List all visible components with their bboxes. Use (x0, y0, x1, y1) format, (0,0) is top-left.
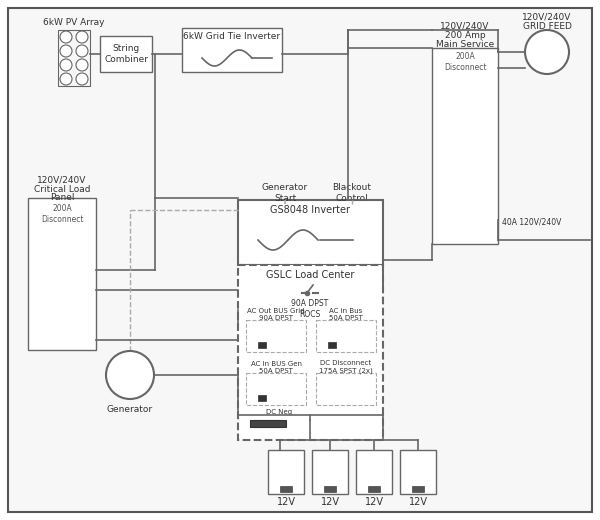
Text: Blackout
Control: Blackout Control (332, 184, 371, 203)
Bar (316, 373, 376, 405)
Bar (258, 395, 266, 401)
Bar (400, 450, 436, 494)
Text: String
Combiner: String Combiner (104, 44, 148, 64)
Text: AC Out BUS Grid
90A DPST: AC Out BUS Grid 90A DPST (247, 307, 305, 320)
Bar (246, 373, 306, 405)
Circle shape (60, 31, 72, 43)
Bar (100, 36, 152, 72)
Bar (238, 200, 383, 265)
Text: 200A
Disconnect: 200A Disconnect (444, 53, 486, 72)
Bar (268, 450, 304, 494)
Text: Critical Load: Critical Load (34, 185, 90, 193)
Bar (316, 320, 376, 352)
Text: GS8048 Inverter: GS8048 Inverter (270, 205, 350, 215)
Circle shape (76, 31, 88, 43)
Text: 120V/240V: 120V/240V (440, 21, 490, 31)
Circle shape (60, 45, 72, 57)
Text: 40A 120V/240V: 40A 120V/240V (502, 217, 562, 227)
Bar (238, 265, 383, 440)
Text: M: M (540, 43, 554, 61)
Text: 6kW PV Array: 6kW PV Array (43, 18, 105, 27)
Bar (246, 320, 306, 352)
Circle shape (76, 59, 88, 71)
Bar (356, 450, 392, 494)
Bar (312, 450, 348, 494)
Circle shape (106, 351, 154, 399)
Text: AC In BUS Gen
50A DPST: AC In BUS Gen 50A DPST (251, 360, 302, 373)
Text: AC in Bus
50A DPST: AC in Bus 50A DPST (329, 307, 363, 320)
Text: Generator
Start: Generator Start (262, 184, 308, 203)
Text: GRID FEED: GRID FEED (523, 21, 571, 31)
Text: Main Service: Main Service (436, 40, 494, 48)
Text: 12V: 12V (320, 497, 340, 507)
Text: 6kW Grid Tie Inverter: 6kW Grid Tie Inverter (184, 32, 281, 41)
Text: DC Disconnect
175A SPST (2x): DC Disconnect 175A SPST (2x) (319, 360, 373, 374)
Bar (28, 198, 96, 350)
Circle shape (60, 73, 72, 85)
Text: GSLC Load Center: GSLC Load Center (266, 270, 354, 280)
Bar (324, 486, 336, 492)
Text: 12V: 12V (409, 497, 428, 507)
Text: 120V/240V: 120V/240V (37, 176, 86, 185)
Bar (258, 342, 266, 348)
Text: G: G (124, 366, 136, 384)
Bar (250, 420, 286, 427)
Text: 12V: 12V (365, 497, 383, 507)
Text: Panel: Panel (50, 192, 74, 202)
Text: 90A DPST
ROCS: 90A DPST ROCS (292, 300, 329, 319)
Bar (182, 28, 282, 72)
Text: Generator: Generator (107, 405, 153, 413)
Text: 12V: 12V (277, 497, 296, 507)
Circle shape (76, 45, 88, 57)
Bar (368, 486, 380, 492)
Circle shape (60, 59, 72, 71)
Circle shape (525, 30, 569, 74)
Bar (58, 30, 90, 86)
Bar (328, 342, 336, 348)
Text: 200A
Disconnect: 200A Disconnect (41, 204, 83, 224)
Text: 120V/240V: 120V/240V (523, 12, 572, 21)
Circle shape (76, 73, 88, 85)
Bar (432, 48, 498, 244)
Bar (412, 486, 424, 492)
Text: DC Neg: DC Neg (266, 409, 292, 415)
Text: 200 Amp: 200 Amp (445, 31, 485, 40)
Bar (280, 486, 292, 492)
